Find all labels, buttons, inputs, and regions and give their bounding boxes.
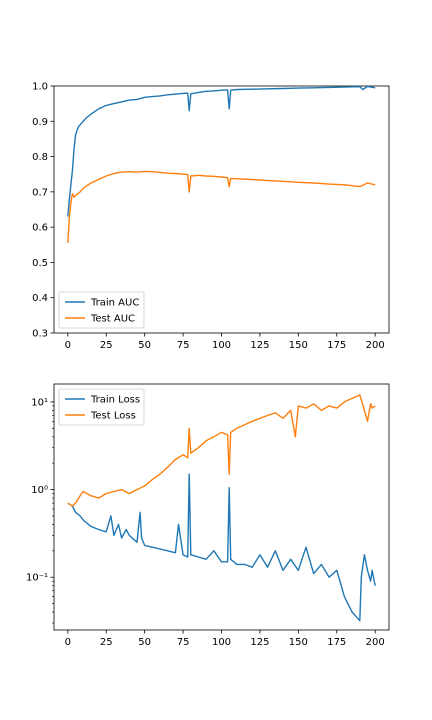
loss-series-lines xyxy=(67,394,376,622)
loss-chart: 0 25 50 75 100 125 150 175 200 10⁻¹ 10⁰ 10¹ Train … xyxy=(26,383,390,648)
auc-y-axis: 0.3 0.4 0.5 0.6 0.7 0.8 0.9 1.0 xyxy=(32,82,54,340)
loss-x-tick-label: 25 xyxy=(100,637,113,648)
loss-x-tick-label: 150 xyxy=(289,637,308,648)
auc-series-lines xyxy=(67,85,376,244)
loss-legend[interactable]: Train Loss Test Loss xyxy=(58,388,145,426)
auc-y-tick-label: 0.7 xyxy=(32,187,48,198)
auc-y-tick-label: 0.8 xyxy=(32,152,48,163)
auc-y-tick-label: 0.6 xyxy=(32,223,48,234)
train-loss-legend-label: Train Loss xyxy=(90,395,140,406)
loss-y-axis: 10⁻¹ 10⁰ 10¹ xyxy=(26,397,54,624)
auc-x-tick-label: 50 xyxy=(138,340,151,351)
auc-x-tick-label: 175 xyxy=(327,340,346,351)
loss-x-tick-label: 50 xyxy=(138,637,151,648)
auc-y-tick-label: 0.5 xyxy=(32,258,48,269)
auc-x-tick-label: 75 xyxy=(177,340,190,351)
train-auc-line xyxy=(67,85,376,217)
loss-y-tick-label: 10⁰ xyxy=(31,485,48,496)
auc-y-tick-label: 1.0 xyxy=(32,82,48,93)
loss-x-axis: 0 25 50 75 100 125 150 175 200 xyxy=(65,630,385,648)
loss-legend-box xyxy=(58,388,145,426)
train-loss-line xyxy=(67,473,376,622)
auc-x-tick-label: 125 xyxy=(250,340,269,351)
auc-x-tick-label: 100 xyxy=(212,340,231,351)
loss-x-tick-label: 125 xyxy=(250,637,269,648)
auc-x-tick-label: 200 xyxy=(366,340,385,351)
train-auc-legend-label: Train AUC xyxy=(90,298,139,309)
loss-x-tick-label: 175 xyxy=(327,637,346,648)
loss-x-tick-label: 0 xyxy=(65,637,71,648)
auc-x-tick-label: 25 xyxy=(100,340,113,351)
loss-x-tick-label: 100 xyxy=(212,637,231,648)
loss-y-tick-label: 10¹ xyxy=(31,397,48,408)
test-loss-line xyxy=(67,394,376,507)
loss-y-tick-label: 10⁻¹ xyxy=(26,573,48,584)
auc-x-axis: 0 25 50 75 100 125 150 175 200 xyxy=(65,333,385,351)
auc-x-tick-label: 0 xyxy=(65,340,71,351)
auc-chart: 0 25 50 75 100 125 150 175 200 0.30.40.50.60.70.… xyxy=(32,82,390,351)
auc-legend[interactable]: Train AUC Test AUC xyxy=(58,291,145,329)
auc-legend-box xyxy=(58,291,145,329)
auc-y-tick-label: 0.3 xyxy=(32,329,48,340)
test-loss-legend-label: Test Loss xyxy=(90,411,136,422)
auc-x-tick-label: 150 xyxy=(289,340,308,351)
loss-x-tick-label: 200 xyxy=(366,637,385,648)
loss-x-tick-label: 75 xyxy=(177,637,190,648)
test-auc-legend-label: Test AUC xyxy=(90,314,135,325)
test-auc-line xyxy=(67,170,376,244)
auc-y-tick-label: 0.4 xyxy=(32,293,48,304)
auc-y-tick-label: 0.9 xyxy=(32,117,48,128)
